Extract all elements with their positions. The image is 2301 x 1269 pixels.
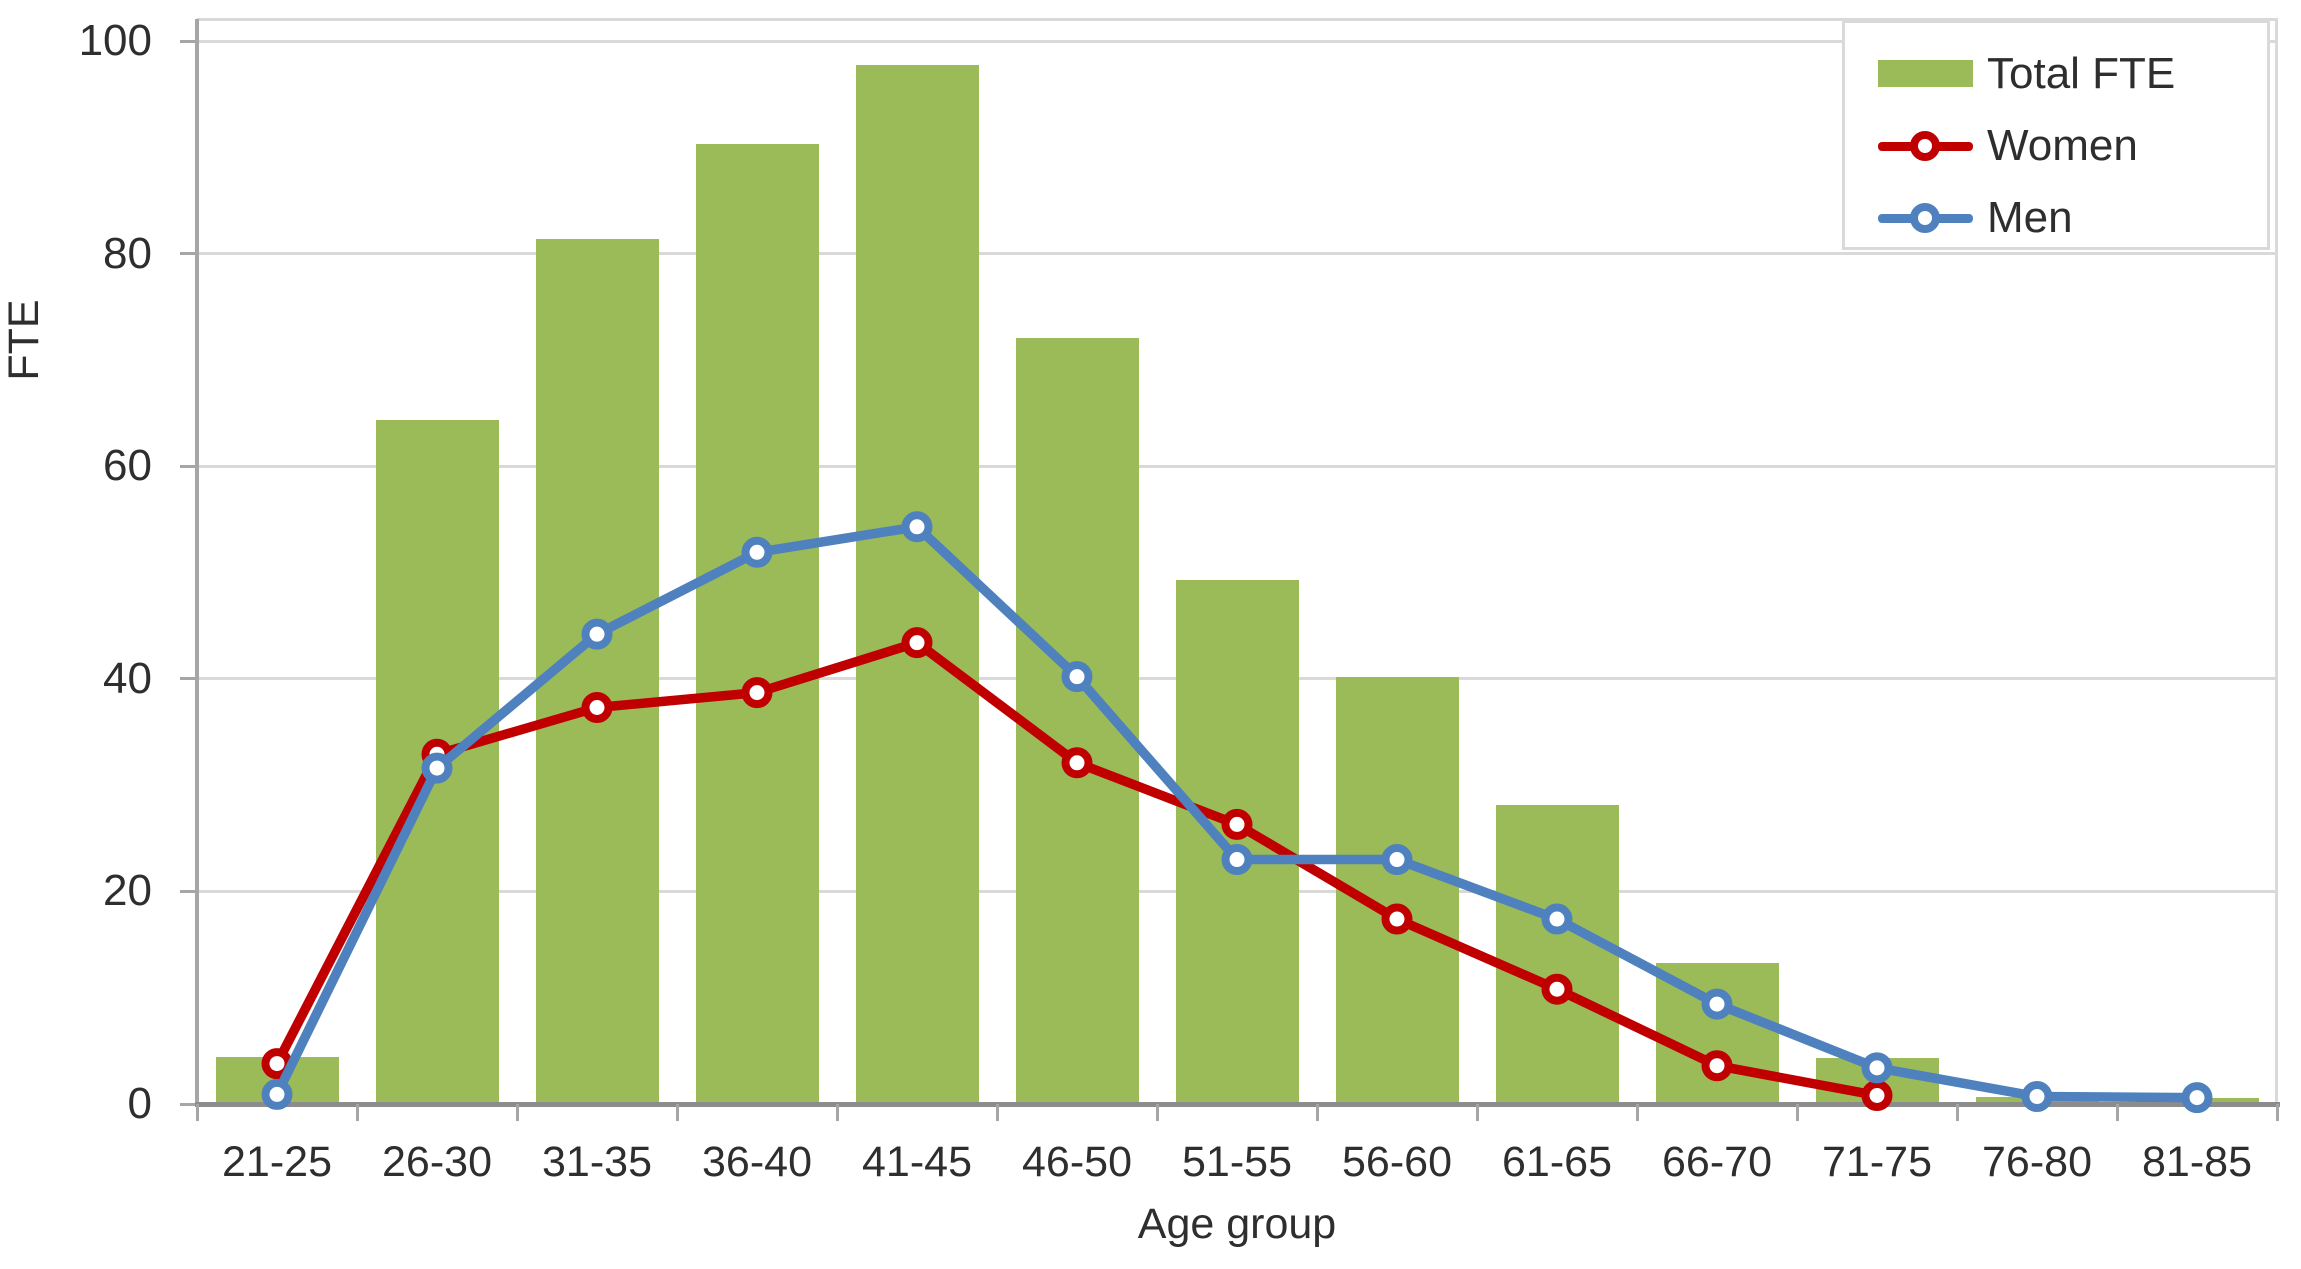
- x-axis-tick-6: [1155, 1104, 1159, 1121]
- women-line: [272, 637, 1882, 1101]
- men-marker-46-50: [1061, 661, 1093, 693]
- y-axis-tick-40: [180, 677, 197, 681]
- y-axis-tick-20: [180, 889, 197, 893]
- men-marker-71-75: [1861, 1052, 1893, 1084]
- y-axis-title: FTE: [0, 299, 48, 381]
- x-axis-tick-8: [1475, 1104, 1479, 1121]
- men-marker-56-60: [1381, 844, 1413, 876]
- men-marker-36-40: [741, 536, 773, 568]
- gridline-100: [197, 39, 2277, 43]
- x-tick-label-76-80: 76-80: [1982, 1138, 2092, 1186]
- x-tick-label-51-55: 51-55: [1182, 1138, 1292, 1186]
- x-tick-label-66-70: 66-70: [1662, 1138, 1772, 1186]
- circle-marker-icon: [1910, 203, 1940, 233]
- bar-41-45: [855, 65, 979, 1104]
- x-axis-tick-10: [1795, 1104, 1799, 1121]
- circle-marker-icon: [1910, 131, 1940, 161]
- y-axis-tick-0: [180, 1102, 197, 1106]
- women-marker-41-45: [901, 627, 933, 659]
- y-tick-label-80: 80: [103, 228, 152, 278]
- y-axis-tick-60: [180, 464, 197, 468]
- bar-36-40: [695, 144, 819, 1104]
- legend-swatch-box: [1878, 129, 1973, 163]
- legend-item-total-fte: Total FTE: [1845, 39, 2267, 109]
- x-axis-tick-3: [675, 1104, 679, 1121]
- x-axis-tick-11: [1955, 1104, 1959, 1121]
- legend-item-women: Women: [1845, 111, 2267, 181]
- legend-swatch-box: [1878, 57, 1973, 91]
- x-axis-tick-9: [1635, 1104, 1639, 1121]
- men-marker-76-80: [2021, 1081, 2053, 1113]
- y-tick-label-100: 100: [78, 16, 152, 65]
- x-tick-label-41-45: 41-45: [862, 1138, 972, 1186]
- men-marker-66-70: [1701, 988, 1733, 1020]
- x-tick-label-81-85: 81-85: [2142, 1138, 2252, 1186]
- x-axis-tick-0: [195, 1104, 199, 1121]
- y-tick-label-0: 0: [127, 1079, 152, 1128]
- women-marker-71-75: [1861, 1079, 1893, 1111]
- y-axis-line: [195, 19, 199, 1104]
- x-tick-label-26-30: 26-30: [382, 1138, 492, 1186]
- bar-51-55: [1175, 579, 1299, 1104]
- x-axis-tick-5: [995, 1104, 999, 1121]
- x-tick-label-46-50: 46-50: [1022, 1138, 1132, 1186]
- x-axis-tick-13: [2275, 1104, 2279, 1121]
- x-tick-label-21-25: 21-25: [222, 1138, 332, 1186]
- x-axis-tick-4: [835, 1104, 839, 1121]
- x-tick-label-61-65: 61-65: [1502, 1138, 1612, 1186]
- y-tick-label-60: 60: [103, 441, 152, 491]
- gridline-60: [197, 464, 2277, 468]
- x-axis-line: [195, 1102, 2280, 1107]
- y-axis-tick-100: [180, 39, 197, 43]
- x-tick-label-71-75: 71-75: [1822, 1138, 1932, 1186]
- women-marker-46-50: [1061, 747, 1093, 779]
- women-marker-61-65: [1541, 973, 1573, 1005]
- plot-right-border: [2275, 18, 2278, 1103]
- women-marker-31-35: [581, 692, 613, 724]
- x-axis-tick-1: [355, 1104, 359, 1121]
- women-marker-66-70: [1701, 1050, 1733, 1082]
- bar-61-65: [1495, 805, 1619, 1104]
- legend-swatch-box: [1878, 201, 1973, 235]
- men-marker-26-30: [421, 752, 453, 784]
- legend-label-total-fte: Total FTE: [1987, 49, 2176, 98]
- x-tick-label-56-60: 56-60: [1342, 1138, 1452, 1186]
- plot-top-border: [197, 18, 2277, 21]
- gridline-80: [197, 252, 2277, 256]
- men-marker-61-65: [1541, 903, 1573, 935]
- legend-label-men: Men: [1987, 193, 2073, 242]
- bar-swatch-icon: [1878, 60, 1973, 87]
- men-marker-51-55: [1221, 844, 1253, 876]
- legend-label-women: Women: [1987, 121, 2138, 170]
- men-marker-41-45: [901, 511, 933, 543]
- x-tick-label-31-35: 31-35: [542, 1138, 652, 1186]
- men-marker-21-25: [261, 1078, 293, 1110]
- x-axis-tick-2: [515, 1104, 519, 1121]
- legend-item-men: Men: [1845, 183, 2267, 253]
- men-marker-81-85: [2181, 1082, 2213, 1114]
- y-tick-label-20: 20: [103, 866, 152, 916]
- x-axis-title: Age group: [1137, 1200, 1337, 1248]
- legend: Total FTE Women Men: [1842, 20, 2270, 250]
- women-marker-36-40: [741, 677, 773, 709]
- x-axis-tick-7: [1315, 1104, 1319, 1121]
- x-tick-label-36-40: 36-40: [702, 1138, 812, 1186]
- women-marker-51-55: [1221, 808, 1253, 840]
- y-tick-label-40: 40: [103, 653, 152, 703]
- x-axis-tick-12: [2115, 1104, 2119, 1121]
- women-marker-56-60: [1381, 903, 1413, 935]
- y-axis-tick-80: [180, 252, 197, 256]
- men-marker-31-35: [581, 618, 613, 650]
